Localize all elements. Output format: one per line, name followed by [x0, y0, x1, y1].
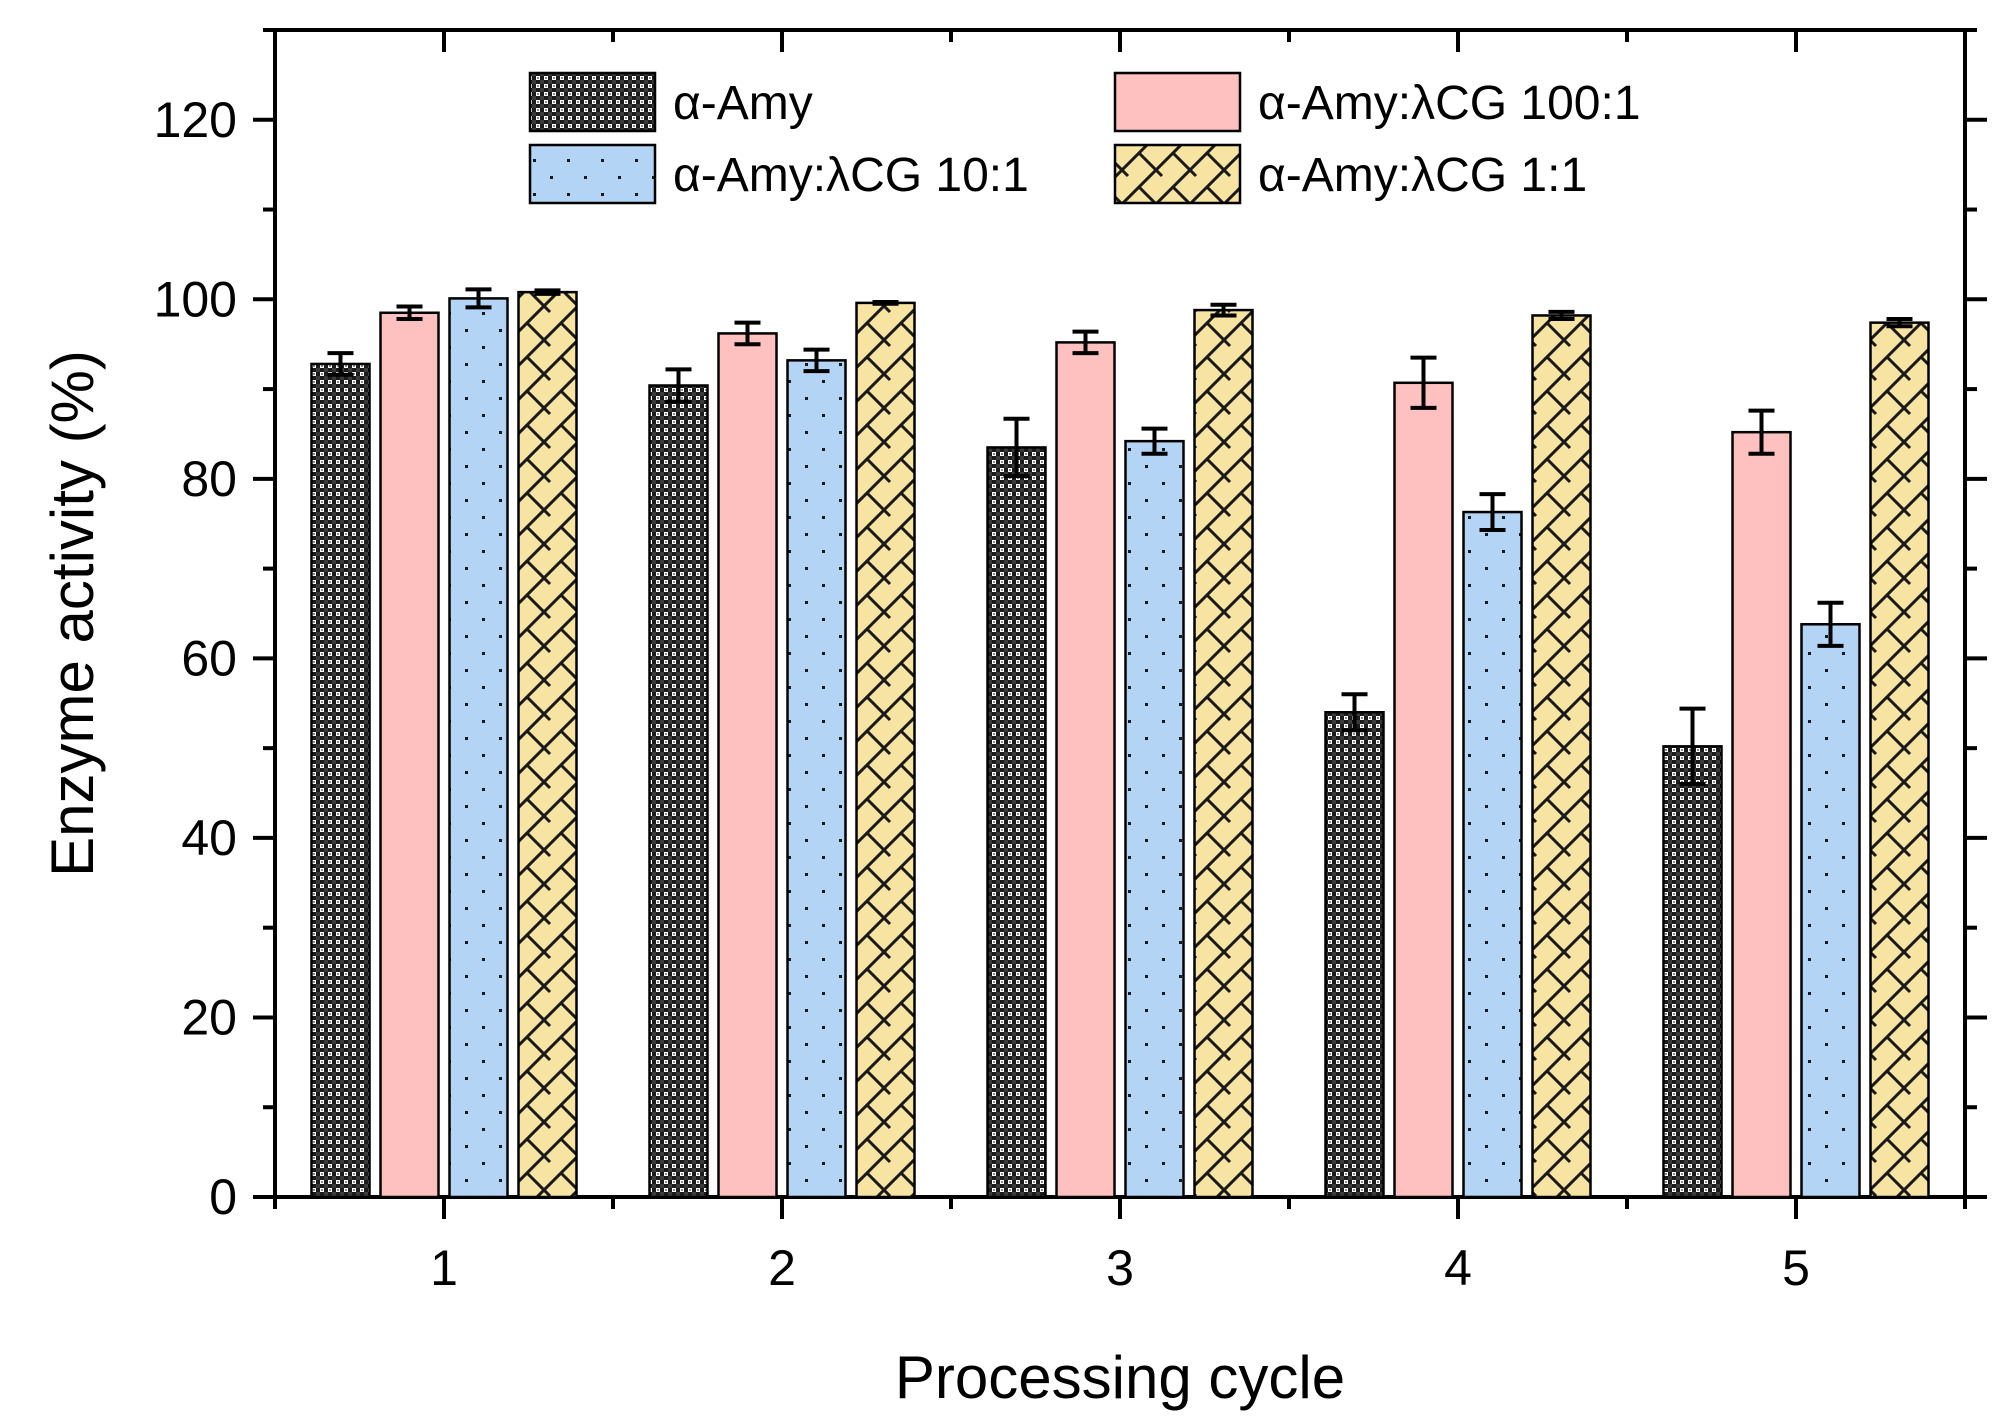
bar [448, 297, 509, 1199]
bar [310, 362, 371, 1199]
bar [1869, 321, 1930, 1199]
error-bars [327, 287, 1913, 787]
bar [986, 446, 1047, 1199]
bar [648, 384, 709, 1199]
bar [517, 290, 578, 1199]
y-axis-title: Enzyme activity (%) [39, 350, 106, 877]
legend-swatch [528, 143, 657, 205]
legend-label: α-Amy:λCG 1:1 [1258, 149, 1587, 202]
x-tick-label: 4 [1444, 1240, 1472, 1296]
y-tick-label: 0 [209, 1169, 237, 1225]
bar [1193, 308, 1254, 1199]
legend-swatch [1113, 71, 1242, 133]
legend-label: α-Amy [673, 77, 813, 130]
x-axis-title: Processing cycle [895, 1344, 1345, 1411]
x-tick-label: 2 [768, 1240, 796, 1296]
legend-label: α-Amy:λCG 100:1 [1258, 77, 1641, 130]
y-tick-label: 60 [181, 630, 237, 686]
x-axis: 1 2 3 4 5 [273, 30, 1967, 1296]
bar [1055, 341, 1116, 1199]
bar [1462, 510, 1523, 1199]
bar [1531, 314, 1592, 1199]
x-tick-label: 3 [1106, 1240, 1134, 1296]
y-tick-label: 40 [181, 810, 237, 866]
bar [1662, 745, 1723, 1199]
legend: α-Amy α-Amy:λCG 100:1 α-Amy:λCG 10:1 α-Amy:… [528, 71, 1641, 205]
bar [1124, 439, 1185, 1199]
bars [310, 290, 1930, 1199]
bar [1731, 430, 1792, 1199]
bar [717, 332, 778, 1199]
bar [1800, 623, 1861, 1199]
x-tick-label: 1 [430, 1240, 458, 1296]
bar [1324, 710, 1385, 1199]
legend-swatch [528, 71, 657, 133]
legend-swatch [1113, 143, 1242, 205]
y-tick-label: 80 [181, 451, 237, 507]
legend-label: α-Amy:λCG 10:1 [673, 149, 1029, 202]
bar [855, 301, 916, 1199]
y-tick-label: 120 [154, 92, 237, 148]
bar [379, 311, 440, 1199]
bar [786, 359, 847, 1199]
bar [1393, 381, 1454, 1199]
x-tick-label: 5 [1782, 1240, 1810, 1296]
y-tick-label: 20 [181, 989, 237, 1045]
y-axis: 0 20 40 60 80 100 120 [154, 28, 1987, 1225]
y-tick-label: 100 [154, 271, 237, 327]
